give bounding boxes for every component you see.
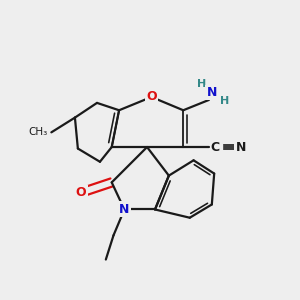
Text: H: H	[197, 79, 206, 89]
Text: CH₃: CH₃	[28, 127, 48, 137]
Text: N: N	[236, 141, 246, 154]
Text: N: N	[119, 203, 130, 216]
Text: H: H	[220, 95, 230, 106]
Text: C: C	[211, 141, 220, 154]
Text: N: N	[207, 86, 217, 99]
Text: O: O	[146, 91, 157, 103]
Text: O: O	[76, 186, 86, 199]
